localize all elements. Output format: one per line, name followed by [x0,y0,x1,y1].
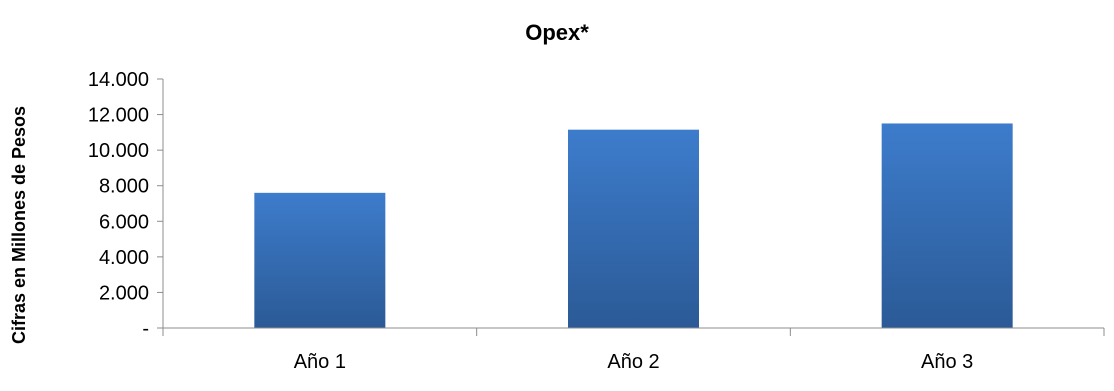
y-tick-label: 4.000 [99,247,149,269]
bars [254,123,1013,328]
x-axis-ticks: Año 1 Año 2 Año 3 [162,328,1105,373]
y-tick-label: 12.000 [88,105,149,127]
y-tick-label: 8.000 [99,176,149,198]
bar-1 [254,192,386,328]
bar-2 [568,129,699,328]
x-tick-label: Año 3 [921,351,973,373]
y-tick-label: 14.000 [88,69,149,91]
bar-3 [881,123,1013,328]
y-tick-label: 10.000 [88,140,149,162]
y-axis-label: Cifras en Millones de Pesos [9,106,29,344]
x-tick-label: Año 1 [294,351,346,373]
y-tick-label: 2.000 [99,282,149,304]
x-tick-label: Año 2 [607,351,659,373]
y-tick-label: 6.000 [99,211,149,233]
chart-title: Opex* [525,20,589,45]
y-axis-ticks: - 2.000 4.000 6.000 8.000 10.000 12.000 14.000 [88,69,163,340]
y-tick-label: - [142,318,149,340]
